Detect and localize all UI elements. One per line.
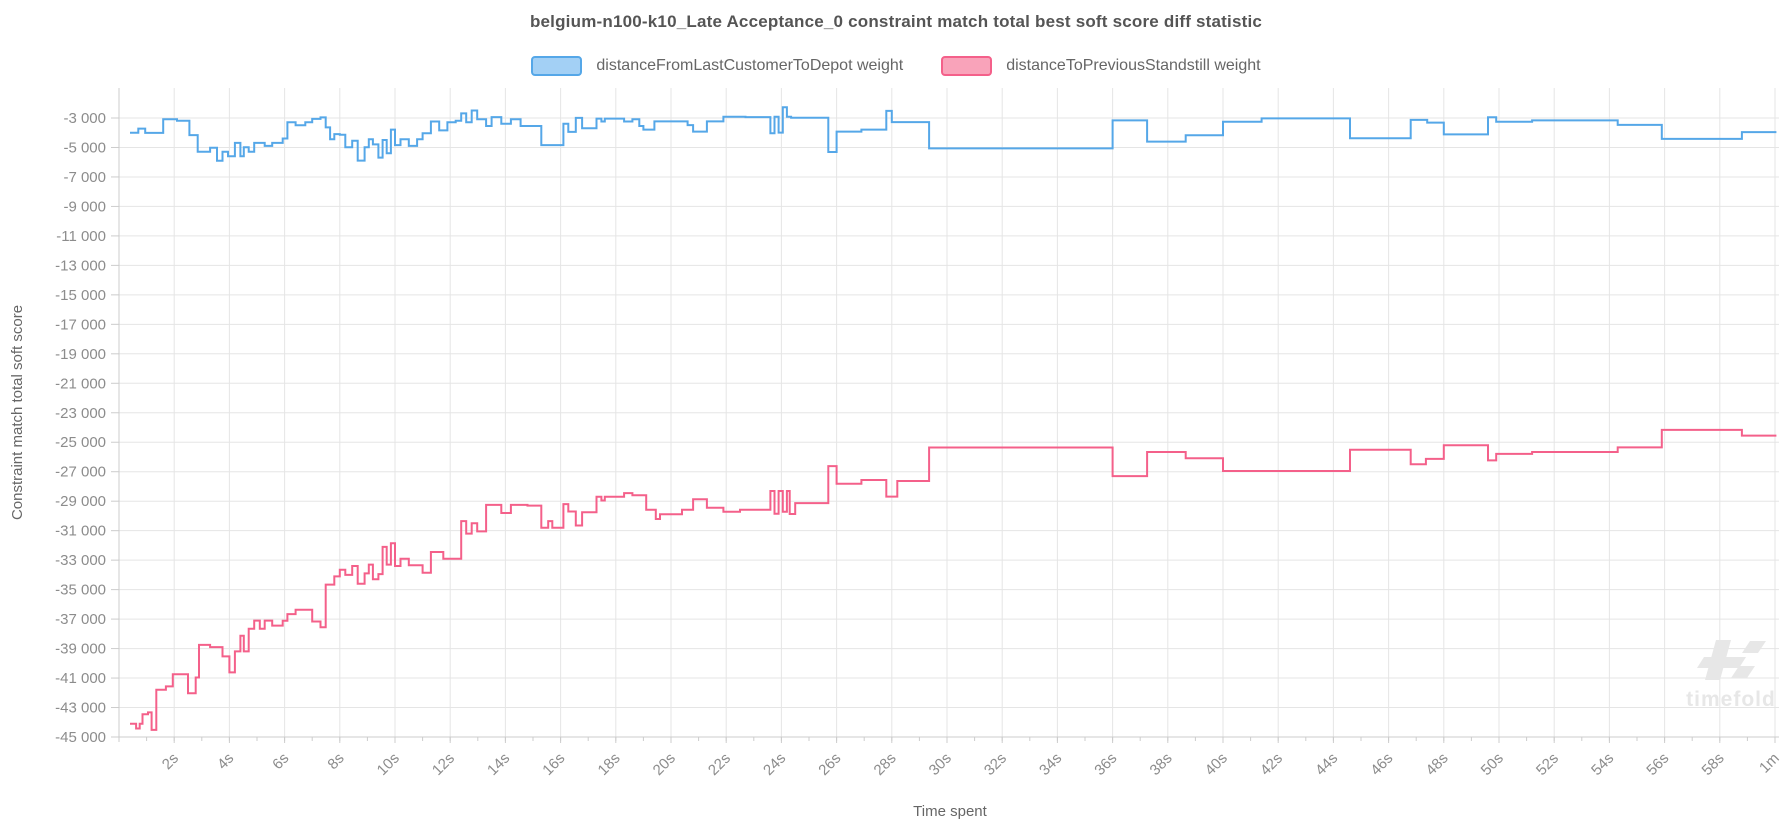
legend-swatch-blue xyxy=(531,56,583,76)
x-tick-label: 46s xyxy=(1367,750,1396,779)
x-tick-label: 28s xyxy=(871,750,900,779)
x-tick-label: 32s xyxy=(981,750,1010,779)
x-tick-label: 40s xyxy=(1202,750,1231,779)
x-tick-label: 44s xyxy=(1312,750,1341,779)
y-tick-label: -39 000 xyxy=(55,641,106,658)
y-tick-label: -33 000 xyxy=(55,552,106,569)
y-tick-label: -19 000 xyxy=(55,346,106,363)
y-axis-title: Constraint match total soft score xyxy=(9,305,26,520)
x-tick-label: 52s xyxy=(1533,750,1562,779)
axes: -3 000 -5 000 -7 000 -9 000 -11 000 -13 000 -1… xyxy=(55,88,1783,779)
chart-legend: distanceFromLastCustomerToDepot weight d… xyxy=(0,56,1792,76)
y-tick-label: -27 000 xyxy=(55,464,106,481)
x-tick-label: 20s xyxy=(650,750,679,779)
y-tick-label: -13 000 xyxy=(55,257,106,274)
x-tick-label: 4s xyxy=(214,750,237,773)
y-tick-label: -9 000 xyxy=(63,198,106,215)
x-tick-label: 10s xyxy=(374,750,403,779)
x-tick-label: 36s xyxy=(1091,750,1120,779)
y-tick-label: -37 000 xyxy=(55,611,106,628)
y-tick-label: -21 000 xyxy=(55,375,106,392)
timefold-logo-icon xyxy=(1697,657,1746,668)
chart-title: belgium-n100-k10_Late Acceptance_0 const… xyxy=(529,12,1263,31)
y-tick-label: -45 000 xyxy=(55,729,106,746)
watermark-text: timefold xyxy=(1686,688,1776,711)
x-tick-label: 34s xyxy=(1036,750,1065,779)
x-tick-label: 48s xyxy=(1423,750,1452,779)
y-tick-label: -35 000 xyxy=(55,582,106,599)
x-axis-title: Time spent xyxy=(913,803,987,820)
x-tick-label: 1m xyxy=(1756,750,1783,777)
y-tick-label: -29 000 xyxy=(55,493,106,510)
x-tick-label: 26s xyxy=(815,750,844,779)
y-tick-label: -41 000 xyxy=(55,670,106,687)
x-tick-label: 14s xyxy=(484,750,513,779)
legend-swatch-pink xyxy=(941,56,993,76)
x-tick-label: 12s xyxy=(429,750,458,779)
x-tick-label: 8s xyxy=(324,750,347,773)
series-line-distanceToPreviousStandstill xyxy=(130,428,1777,731)
series-line-distanceFromLastCustomerToDepot xyxy=(130,106,1777,162)
y-tick-label: -25 000 xyxy=(55,434,106,451)
x-tick-label: 42s xyxy=(1257,750,1286,779)
y-tick-label: -11 000 xyxy=(56,228,106,245)
x-tick-label: 30s xyxy=(926,750,955,779)
x-tick-label: 16s xyxy=(539,750,568,779)
y-tick-label: -15 000 xyxy=(55,287,106,304)
x-tick-label: 2s xyxy=(159,750,182,773)
x-tick-label: 24s xyxy=(760,750,789,779)
x-tick-label: 54s xyxy=(1588,750,1617,779)
y-tick-label: -3 000 xyxy=(63,110,106,127)
y-tick-label: -43 000 xyxy=(55,700,106,717)
legend-item-distance-to-previous-standstill: distanceToPreviousStandstill weight xyxy=(941,56,1261,76)
y-tick-label: -5 000 xyxy=(63,139,106,156)
x-tick-label: 38s xyxy=(1147,750,1176,779)
legend-label: distanceFromLastCustomerToDepot weight xyxy=(596,57,904,74)
grid xyxy=(119,88,1779,738)
x-tick-label: 50s xyxy=(1478,750,1507,779)
y-tick-label: -7 000 xyxy=(63,169,106,186)
legend-label: distanceToPreviousStandstill weight xyxy=(1006,57,1261,74)
timefold-logo-icon xyxy=(1742,641,1766,653)
x-tick-label: 56s xyxy=(1643,750,1672,779)
timefold-watermark: timefold xyxy=(1686,640,1776,711)
y-tick-label: -17 000 xyxy=(55,316,106,333)
x-tick-label: 6s xyxy=(269,750,292,773)
x-tick-label: 18s xyxy=(595,750,624,779)
x-tick-label: 22s xyxy=(705,750,734,779)
y-tick-label: -31 000 xyxy=(55,523,106,540)
timefold-logo-icon xyxy=(1731,666,1755,678)
x-tick-label: 58s xyxy=(1699,750,1728,779)
y-tick-label: -23 000 xyxy=(55,405,106,422)
legend-item-distance-from-last-customer-to-depot: distanceFromLastCustomerToDepot weight xyxy=(531,56,903,76)
